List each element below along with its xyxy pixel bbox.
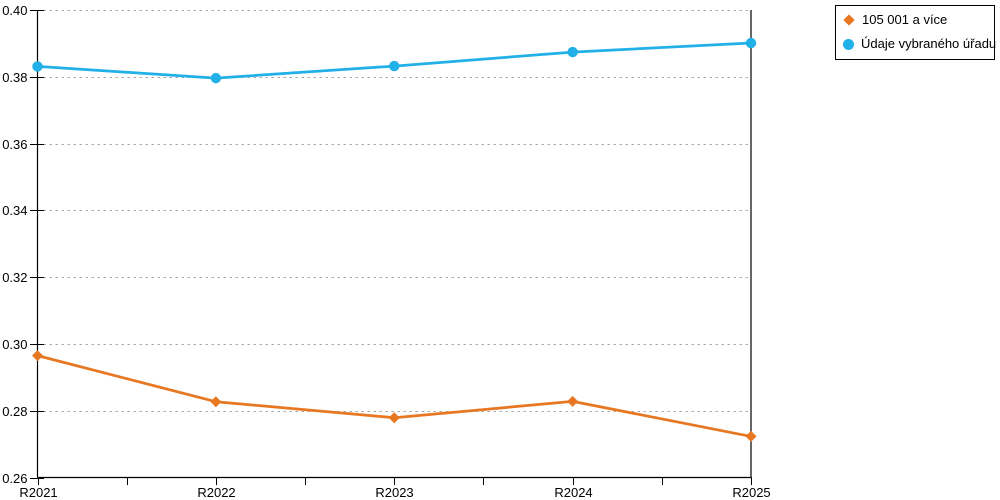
data-point-circle (32, 61, 43, 72)
legend-item-udaje: Údaje vybraného úřadu (843, 37, 996, 51)
y-tick-label: 0.32 (2, 270, 27, 285)
series-line (36, 41, 753, 80)
legend-label: Údaje vybraného úřadu (861, 36, 997, 51)
data-point-diamond (745, 430, 757, 442)
y-tick-label: 0.28 (2, 404, 27, 419)
x-tick-label: R2023 (375, 485, 413, 500)
chart-legend: 105 001 a více Údaje vybraného úřadu (835, 5, 996, 60)
legend-label: 105 001 a více (862, 12, 948, 27)
diamond-marker-icon (843, 14, 855, 26)
data-point-circle (210, 72, 222, 84)
data-point-circle (567, 46, 578, 58)
y-tick-label: 0.36 (2, 137, 27, 152)
x-tick-label: R2024 (554, 485, 592, 500)
x-tick-label: R2022 (197, 485, 235, 500)
x-tick-label: R2021 (19, 485, 57, 500)
series-line (36, 354, 753, 438)
y-tick-label: 0.30 (2, 337, 27, 352)
x-tick-label: R2025 (732, 485, 770, 500)
y-tick-label: 0.26 (2, 471, 27, 486)
circle-marker-icon (843, 38, 854, 50)
data-point-diamond (32, 350, 43, 362)
y-tick-label: 0.34 (2, 203, 27, 218)
data-point-circle (389, 60, 400, 72)
y-tick-label: 0.40 (2, 3, 27, 18)
data-point-diamond (567, 395, 579, 407)
legend-item-105001: 105 001 a více (843, 13, 986, 27)
data-point-diamond (210, 396, 222, 408)
data-point-diamond (388, 412, 400, 424)
y-tick-label: 0.38 (2, 70, 27, 85)
data-point-circle (745, 37, 757, 49)
